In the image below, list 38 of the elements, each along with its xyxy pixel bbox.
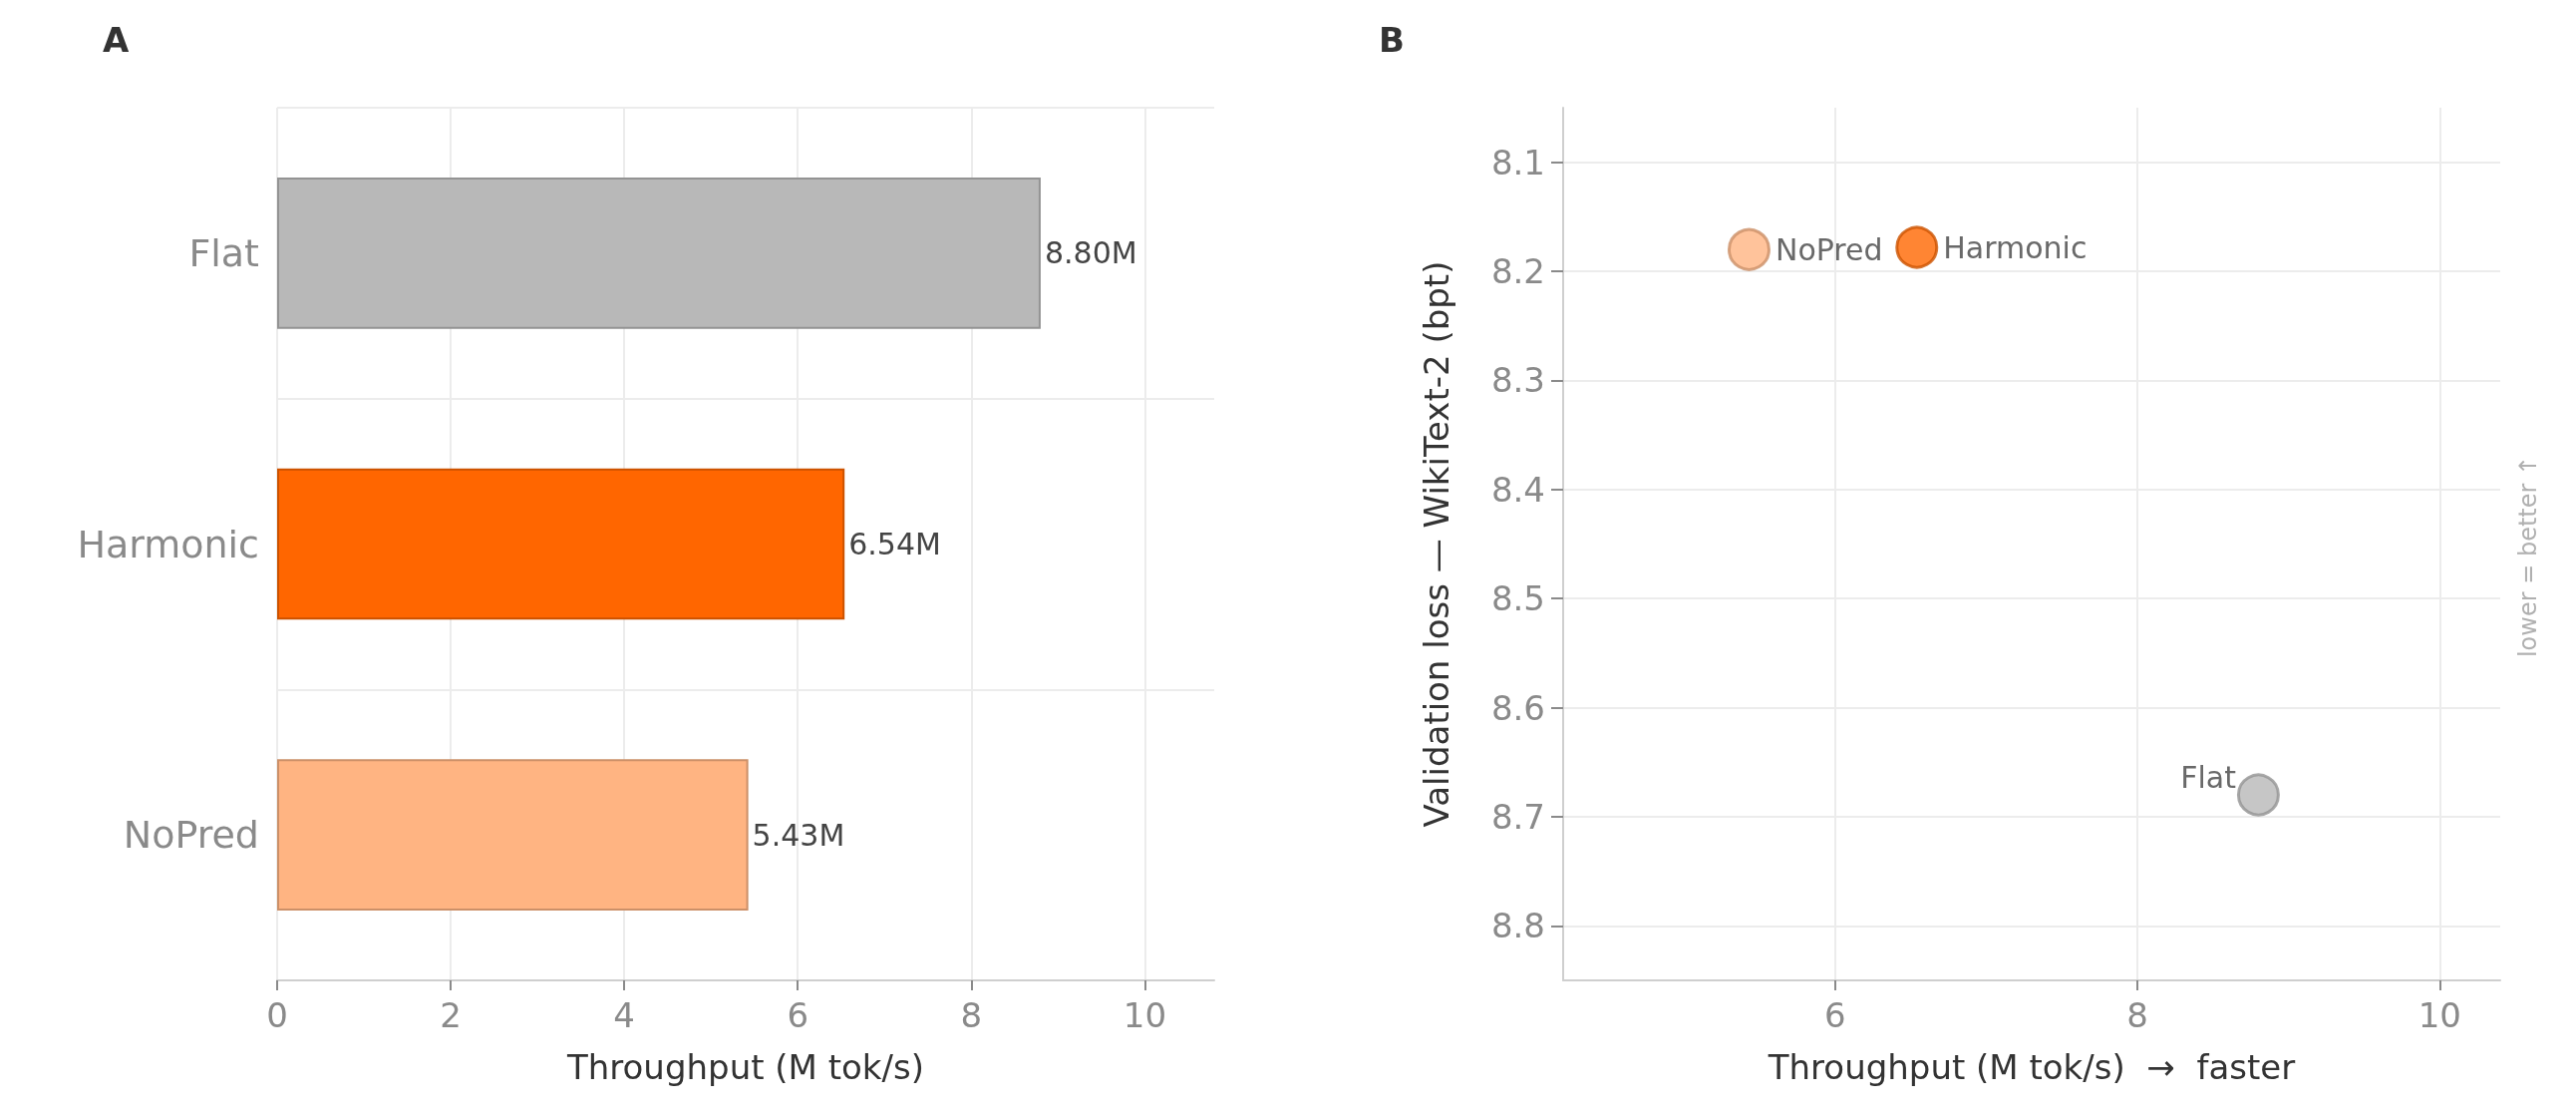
x-tick-label: 10 — [2417, 995, 2461, 1035]
y-tick-label: 8.6 — [1490, 687, 1545, 728]
x-tick-label: 2 — [440, 995, 462, 1035]
y-tick-label: 8.4 — [1490, 469, 1545, 510]
y-tick-label: NoPred — [123, 813, 259, 858]
bar — [277, 759, 749, 911]
point — [1728, 227, 1771, 271]
x-tick-label: 6 — [1824, 995, 1846, 1035]
x-tick-label: 6 — [787, 995, 809, 1035]
x-tick-label: 0 — [266, 995, 288, 1035]
text: lower = better ↑ — [2514, 455, 2542, 658]
data-label: 5.43M — [752, 817, 845, 853]
x-tick-label: 8 — [2126, 995, 2148, 1035]
series-label: Harmonic — [1943, 229, 2088, 265]
y-tick-label: 8.5 — [1490, 578, 1545, 619]
y-axis-title: Validation loss — WikiText-2 (bpt) — [1417, 260, 1456, 828]
bar — [277, 468, 845, 620]
data-label: 8.80M — [1044, 235, 1137, 271]
series-label: Flat — [2180, 759, 2237, 795]
x-axis-title: Throughput (M tok/s) → faster — [1767, 1047, 2296, 1087]
y-tick-label: 8.1 — [1490, 142, 1545, 183]
y-tick-label: Harmonic — [77, 522, 259, 566]
point — [1895, 225, 1939, 269]
y-tick-label: 8.7 — [1490, 796, 1545, 837]
y-tick-label: Flat — [188, 230, 259, 275]
x-tick-label: 10 — [1123, 995, 1166, 1035]
point — [2236, 773, 2280, 817]
series-label: NoPred — [1774, 231, 1883, 267]
x-tick-label: 4 — [613, 995, 635, 1035]
bar — [277, 178, 1041, 329]
x-tick-label: 8 — [960, 995, 983, 1035]
chart-title: A — [103, 20, 130, 60]
x-axis-title: Throughput (M tok/s) — [566, 1047, 924, 1087]
chart-title: B — [1379, 20, 1405, 60]
y-tick-label: 8.2 — [1490, 251, 1545, 292]
y-tick-label: 8.8 — [1490, 906, 1545, 946]
data-label: 6.54M — [848, 527, 941, 561]
y-tick-label: 8.3 — [1490, 360, 1545, 401]
